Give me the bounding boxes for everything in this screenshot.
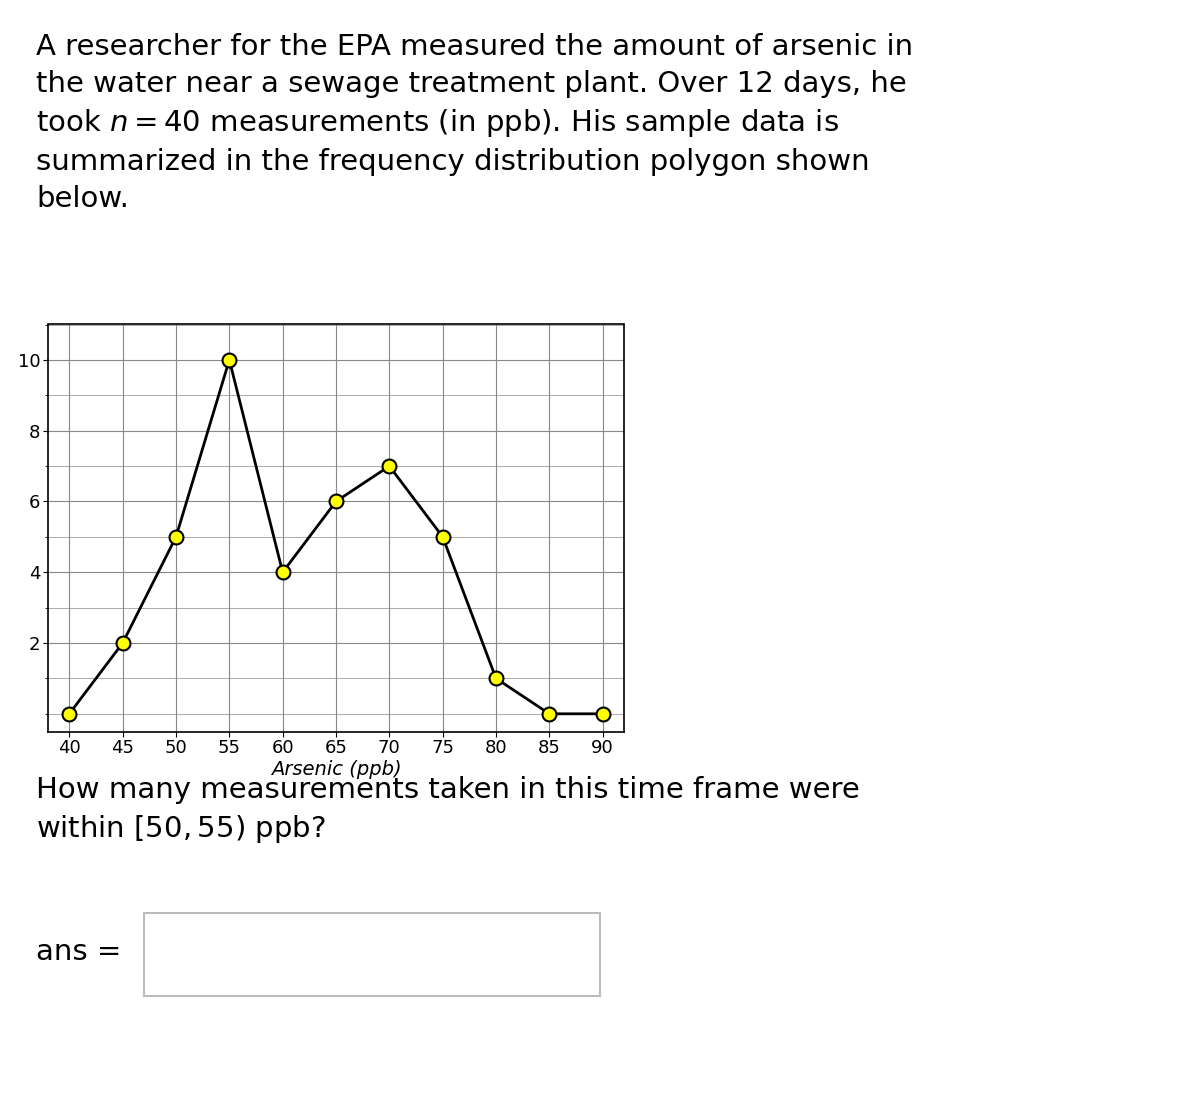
Point (274, 563, 293, 581)
Point (220, 351, 239, 369)
Point (486, 670, 505, 688)
Text: ans =: ans = (36, 937, 121, 966)
X-axis label: Arsenic (ppb): Arsenic (ppb) (271, 760, 401, 779)
Text: How many measurements taken in this time frame were
within $[50, 55)$ ppb?: How many measurements taken in this time… (36, 776, 859, 845)
Point (326, 493, 346, 510)
Point (167, 528, 186, 546)
Point (379, 458, 398, 475)
Text: A researcher for the EPA measured the amount of arsenic in
the water near a sewa: A researcher for the EPA measured the am… (36, 33, 913, 213)
Point (60, 705, 79, 723)
Point (113, 635, 132, 652)
Point (593, 705, 612, 723)
Point (433, 528, 452, 546)
Point (540, 705, 559, 723)
